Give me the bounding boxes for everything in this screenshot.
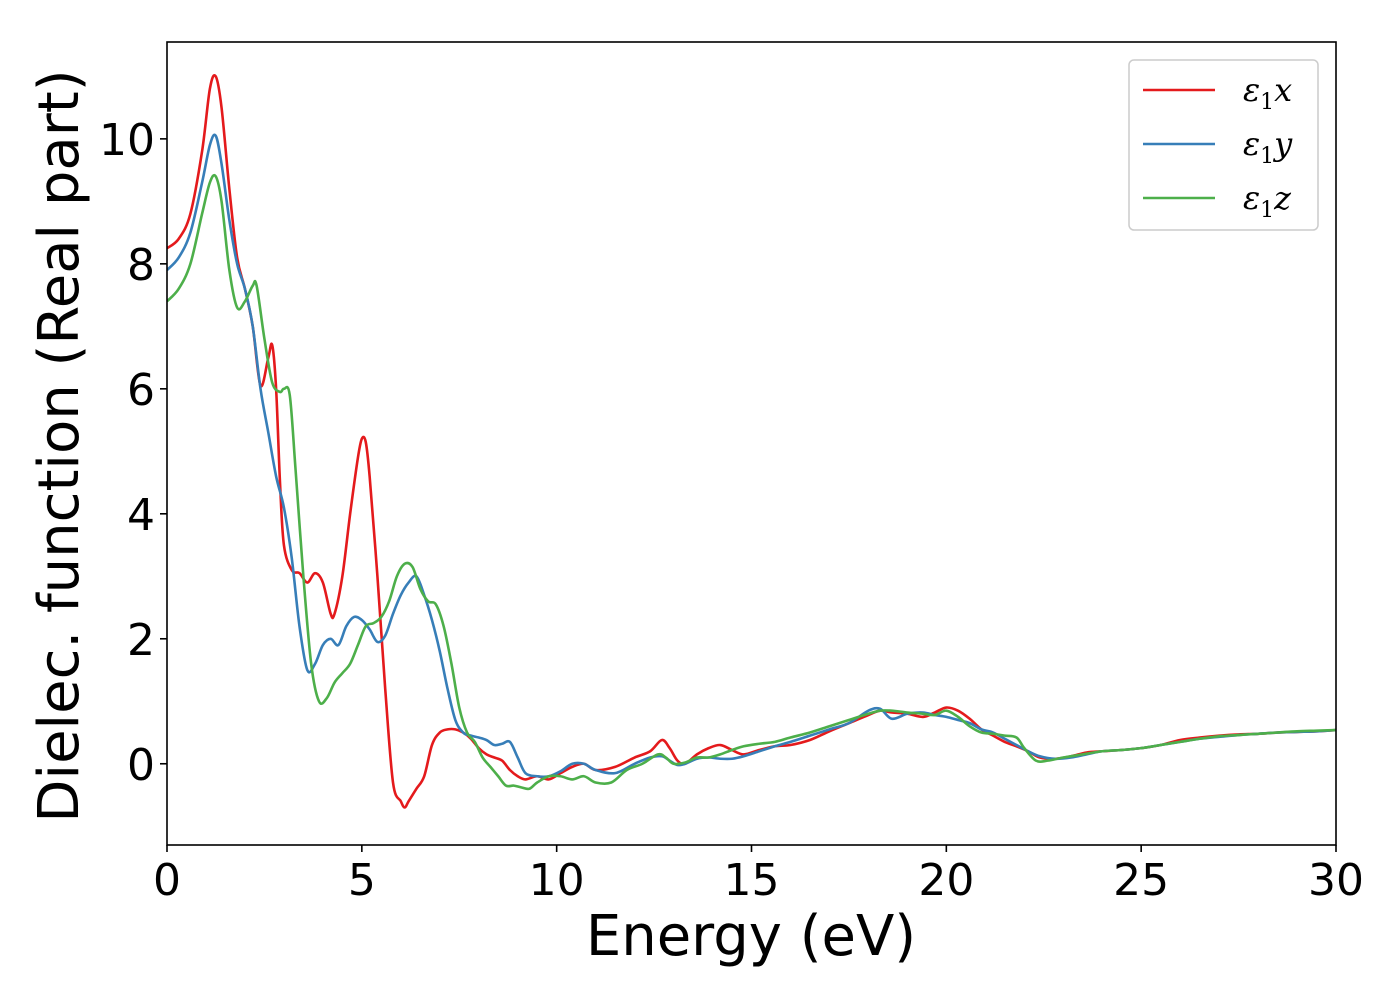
x-tick-label: 0 xyxy=(153,855,181,906)
x-tick-label: 25 xyxy=(1113,855,1169,906)
x-tick-label: 15 xyxy=(724,855,780,906)
x-tick-label: 20 xyxy=(918,855,974,906)
legend: ε1x ε1y ε1z xyxy=(1128,59,1319,231)
x-axis-label: Energy (eV) xyxy=(586,904,916,969)
y-tick-label: 2 xyxy=(127,615,155,666)
x-tick-label: 10 xyxy=(529,855,585,906)
series-layer xyxy=(167,73,1336,809)
x-tick-label: 5 xyxy=(348,855,376,906)
y-tick-label: 4 xyxy=(127,490,155,541)
y-tick-label: 6 xyxy=(127,365,155,416)
legend-box xyxy=(1128,59,1319,231)
y-tick-label: 8 xyxy=(127,240,155,291)
y-tick-label: 0 xyxy=(127,740,155,791)
y-axis-label: Dielec. function (Real part) xyxy=(27,69,92,822)
series-line-y xyxy=(167,133,1336,779)
legend-label-z: ε1z xyxy=(1243,179,1292,223)
ticks-layer: 0 5 10 15 20 25 30 0 2 4 6 8 10 xyxy=(99,115,1364,906)
series-line-z xyxy=(167,173,1336,791)
legend-label-y: ε1y xyxy=(1243,125,1293,169)
legend-label-x: ε1x xyxy=(1243,71,1292,115)
y-tick-label: 10 xyxy=(99,115,155,166)
x-tick-label: 30 xyxy=(1308,855,1364,906)
